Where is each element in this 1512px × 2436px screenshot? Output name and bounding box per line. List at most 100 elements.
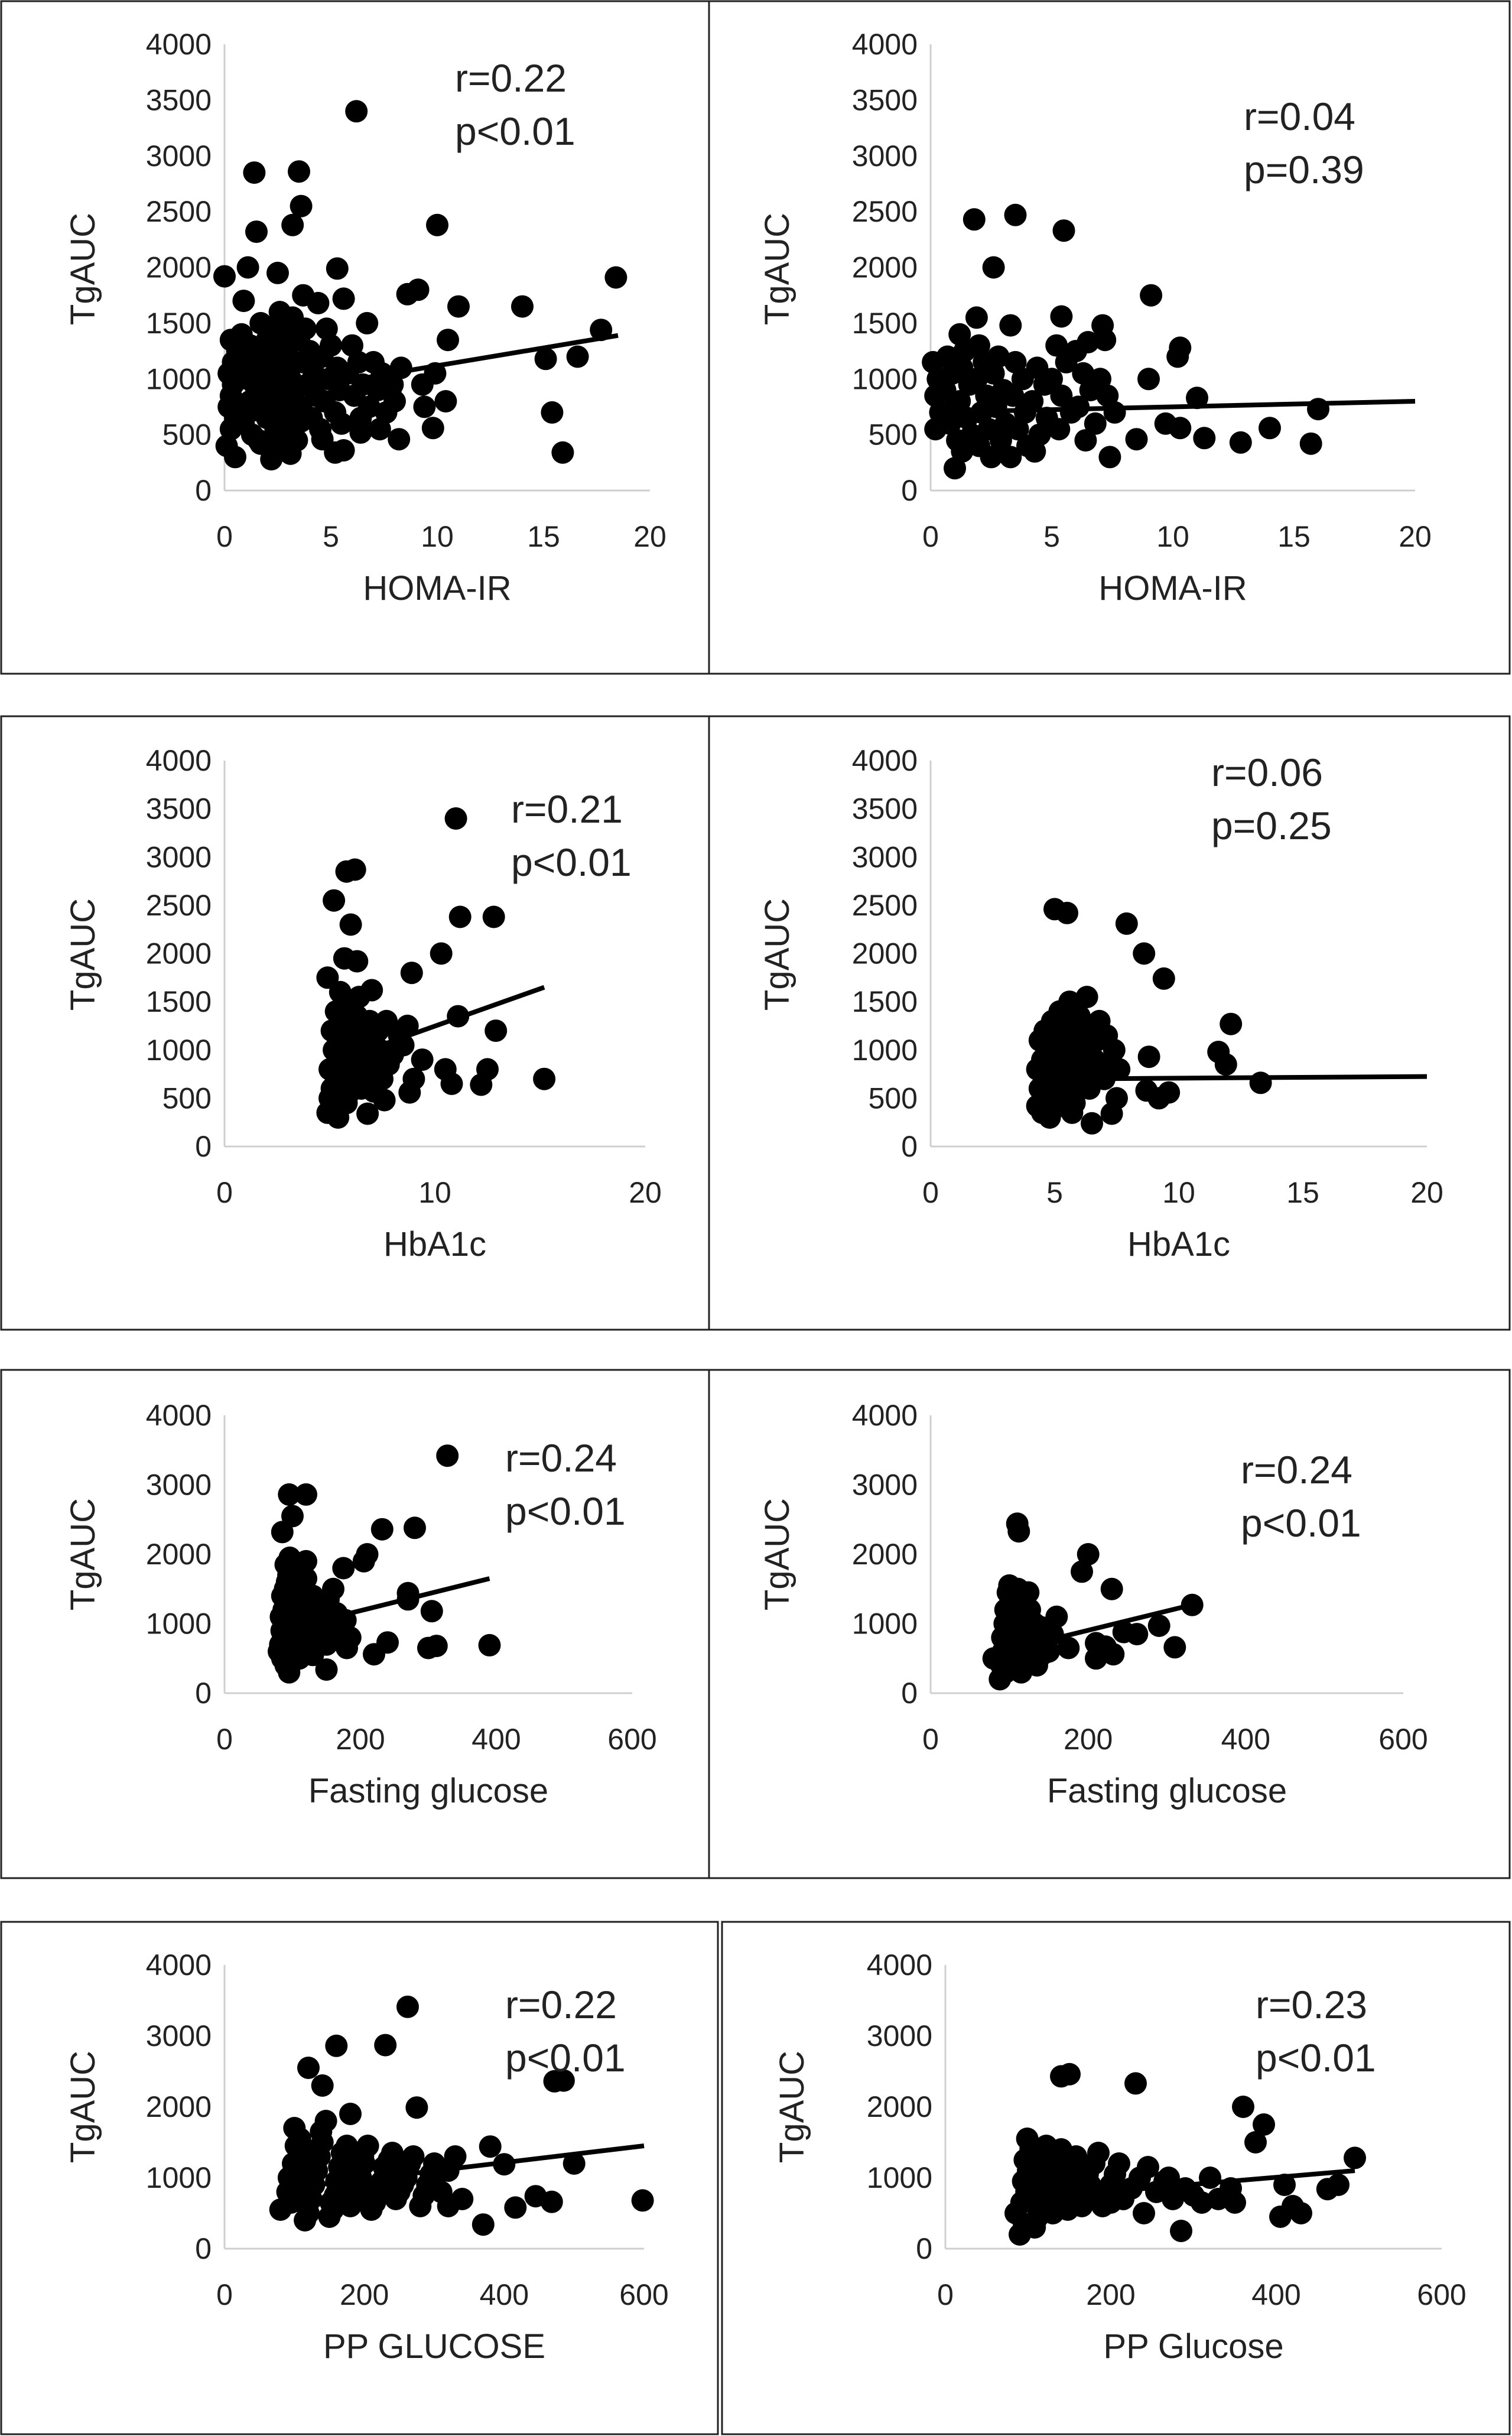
data-point — [281, 213, 304, 236]
data-point — [1019, 1599, 1041, 1621]
y-tick-label: 3000 — [867, 2019, 932, 2052]
data-point — [631, 2189, 654, 2212]
p-value-label: p<0.01 — [505, 2036, 626, 2080]
data-point — [1259, 417, 1281, 440]
data-point — [430, 2181, 453, 2203]
data-point — [400, 962, 423, 985]
data-point — [281, 1505, 304, 1528]
y-axis-label: TgAUC — [64, 213, 102, 325]
y-tick-label: 2500 — [146, 889, 212, 922]
data-point — [381, 2142, 404, 2164]
x-tick-label: 0 — [922, 520, 939, 553]
data-point — [951, 440, 974, 463]
data-point — [447, 295, 470, 318]
data-point — [482, 905, 505, 928]
correlation-label: r=0.24 — [505, 1436, 617, 1480]
data-point — [1137, 2156, 1159, 2178]
x-tick-label: 400 — [480, 2278, 529, 2311]
y-tick-label: 0 — [195, 1677, 212, 1710]
correlation-label: r=0.21 — [511, 787, 623, 831]
data-point — [396, 1995, 419, 2018]
data-point — [266, 261, 289, 284]
x-tick-label: 400 — [472, 1723, 521, 1756]
y-tick-label: 1000 — [146, 362, 212, 395]
y-axis-label: TgAUC — [758, 898, 796, 1011]
data-point — [1084, 412, 1107, 435]
x-tick-label: 10 — [1156, 520, 1189, 553]
chart-panel-8: 0 1000 2000 3000 4000 0 200 400 600 PP Glucose TgA… — [721, 1921, 1511, 2435]
data-point — [1115, 912, 1138, 935]
data-point — [1170, 2220, 1192, 2242]
y-tick-label: 4000 — [852, 28, 918, 61]
y-tick-label: 4000 — [146, 744, 212, 777]
data-point — [1052, 219, 1075, 242]
data-point — [551, 441, 574, 464]
data-point — [562, 2152, 586, 2175]
x-tick-label: 200 — [1086, 2278, 1135, 2311]
x-axis-label: Fasting glucose — [1047, 1772, 1287, 1810]
data-point — [533, 1067, 556, 1090]
data-point — [356, 1102, 379, 1125]
data-point — [430, 942, 453, 965]
data-point — [1085, 1647, 1107, 1670]
panel-frame — [708, 1369, 1511, 1879]
data-point — [980, 446, 1003, 469]
data-point — [1102, 1643, 1125, 1666]
data-point — [314, 2110, 337, 2132]
x-tick-label: 5 — [1046, 1176, 1063, 1209]
data-point — [1050, 384, 1073, 407]
y-tick-label: 2500 — [852, 195, 918, 228]
data-point — [332, 439, 355, 462]
data-point — [330, 412, 353, 435]
data-point — [1006, 418, 1029, 441]
x-tick-label: 600 — [1378, 1723, 1428, 1756]
data-point — [333, 947, 356, 970]
data-point — [301, 1644, 324, 1667]
x-axis-label: Fasting glucose — [308, 1772, 548, 1810]
data-point — [243, 399, 266, 422]
x-axis-label: PP Glucose — [1103, 2327, 1283, 2366]
data-point — [1135, 1079, 1158, 1102]
data-point — [1125, 428, 1148, 451]
data-point — [1023, 440, 1046, 463]
data-point — [999, 446, 1022, 469]
trendline — [930, 399, 1416, 415]
x-tick-label: 400 — [1251, 2278, 1300, 2311]
trendline — [1054, 1074, 1428, 1081]
correlation-label: r=0.23 — [1256, 1983, 1367, 2026]
panel-frame — [721, 1921, 1511, 2435]
p-value-label: p<0.01 — [1256, 2036, 1376, 2080]
y-axis-label: TgAUC — [64, 1498, 102, 1610]
x-tick-label: 0 — [216, 520, 233, 553]
data-point — [1089, 368, 1111, 391]
y-tick-label: 500 — [162, 418, 212, 452]
data-point — [1140, 284, 1163, 307]
data-point — [336, 2135, 359, 2157]
panel-frame — [708, 715, 1511, 1331]
data-point — [1100, 1577, 1123, 1600]
data-point — [1040, 368, 1063, 391]
y-tick-label: 4000 — [852, 744, 918, 777]
data-point — [534, 347, 557, 371]
data-point — [290, 194, 313, 217]
y-tick-label: 2500 — [146, 195, 212, 228]
chart-panel-5: 0 1000 2000 3000 4000 0 200 400 600 Fasting gluco… — [0, 1369, 710, 1879]
x-tick-label: 5 — [1043, 520, 1060, 553]
p-value-label: p<0.01 — [505, 1489, 626, 1533]
data-point — [288, 2128, 311, 2150]
data-point — [307, 291, 330, 314]
data-point — [420, 1600, 443, 1623]
chart-panel-4: 0 500 1000 1500 2000 2500 3000 3500 4000 0 5 10 15 20… — [708, 715, 1511, 1331]
y-tick-label: 1000 — [146, 2161, 212, 2194]
y-tick-label: 1500 — [852, 307, 918, 340]
y-tick-label: 2000 — [146, 251, 212, 284]
data-point — [411, 373, 434, 396]
x-axis-label: PP GLUCOSE — [323, 2327, 545, 2366]
data-point — [1193, 427, 1216, 450]
data-point — [1081, 1112, 1103, 1135]
x-tick-label: 20 — [633, 520, 666, 553]
data-point — [1071, 1560, 1093, 1583]
x-tick-label: 15 — [1286, 1176, 1319, 1209]
data-point — [1103, 401, 1126, 424]
y-tick-label: 0 — [916, 2232, 932, 2265]
